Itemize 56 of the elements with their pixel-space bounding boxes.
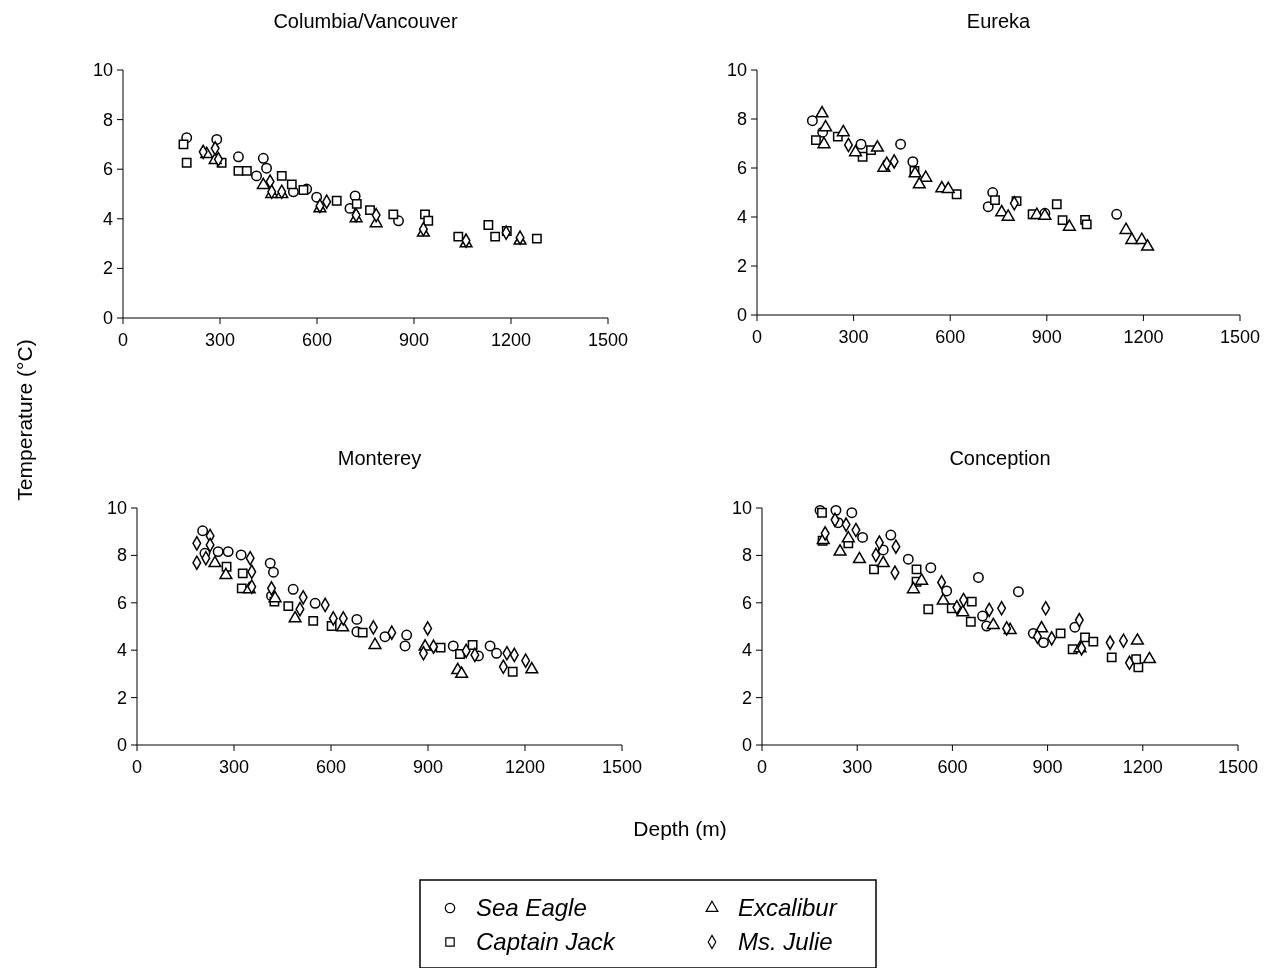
y-tick-label: 0 [736, 305, 747, 325]
legend-label: Captain Jack [476, 928, 617, 955]
chart-title: Eureka [966, 10, 1032, 32]
x-tick-label: 300 [838, 327, 869, 347]
chart-title: Conception [949, 447, 1051, 469]
y-tick-label: 0 [741, 735, 752, 755]
x-tick-label: 300 [204, 330, 236, 350]
y-tick-label: 2 [102, 258, 113, 279]
y-tick-label: 8 [736, 109, 747, 129]
y-tick-label: 6 [116, 592, 127, 613]
y-tick-label: 0 [116, 735, 127, 755]
x-tick-label: 600 [937, 757, 968, 777]
y-tick-label: 2 [741, 687, 752, 708]
y-axis-title: Temperature (°C) [13, 339, 36, 501]
x-tick-label: 900 [1032, 757, 1063, 777]
x-tick-label: 600 [301, 330, 333, 350]
chart-title: Columbia/Vancouver [273, 10, 458, 32]
x-tick-label: 1500 [601, 757, 643, 777]
x-tick-label: 900 [398, 330, 430, 350]
x-tick-label: 1200 [490, 330, 532, 350]
legend-label: Excalibur [738, 894, 838, 921]
x-tick-label: 600 [935, 327, 966, 347]
y-tick-label: 0 [102, 308, 113, 328]
legend-label: Ms. Julie [738, 928, 833, 955]
y-tick-label: 8 [116, 545, 127, 566]
x-tick-label: 900 [1031, 327, 1062, 347]
legend-label: Sea Eagle [476, 894, 587, 921]
x-tick-label: 900 [412, 757, 444, 777]
x-tick-label: 1500 [1219, 327, 1261, 347]
y-tick-label: 8 [102, 109, 113, 130]
x-tick-label: 1200 [504, 757, 546, 777]
x-tick-label: 0 [131, 757, 143, 777]
y-tick-label: 10 [731, 498, 752, 518]
x-tick-label: 300 [218, 757, 250, 777]
y-tick-label: 6 [741, 592, 752, 613]
y-tick-label: 4 [741, 640, 752, 661]
y-tick-label: 10 [92, 60, 113, 80]
x-tick-label: 1200 [1123, 327, 1164, 347]
chart-title: Monterey [337, 447, 422, 469]
x-tick-label: 0 [756, 757, 768, 777]
y-tick-label: 4 [736, 207, 747, 227]
x-tick-label: 1500 [1217, 757, 1259, 777]
x-tick-label: 300 [842, 757, 873, 777]
y-tick-label: 10 [726, 60, 747, 80]
y-tick-label: 6 [736, 158, 747, 178]
y-tick-label: 2 [116, 687, 127, 708]
y-tick-label: 2 [736, 256, 747, 276]
x-axis-title: Depth (m) [633, 817, 727, 840]
y-tick-label: 6 [102, 159, 113, 180]
y-tick-label: 4 [102, 208, 113, 229]
x-tick-label: 1500 [587, 330, 629, 350]
x-tick-label: 1200 [1122, 757, 1163, 777]
x-tick-label: 600 [315, 757, 347, 777]
y-tick-label: 10 [106, 498, 127, 518]
y-tick-label: 4 [116, 640, 127, 661]
y-tick-label: 8 [741, 545, 752, 566]
